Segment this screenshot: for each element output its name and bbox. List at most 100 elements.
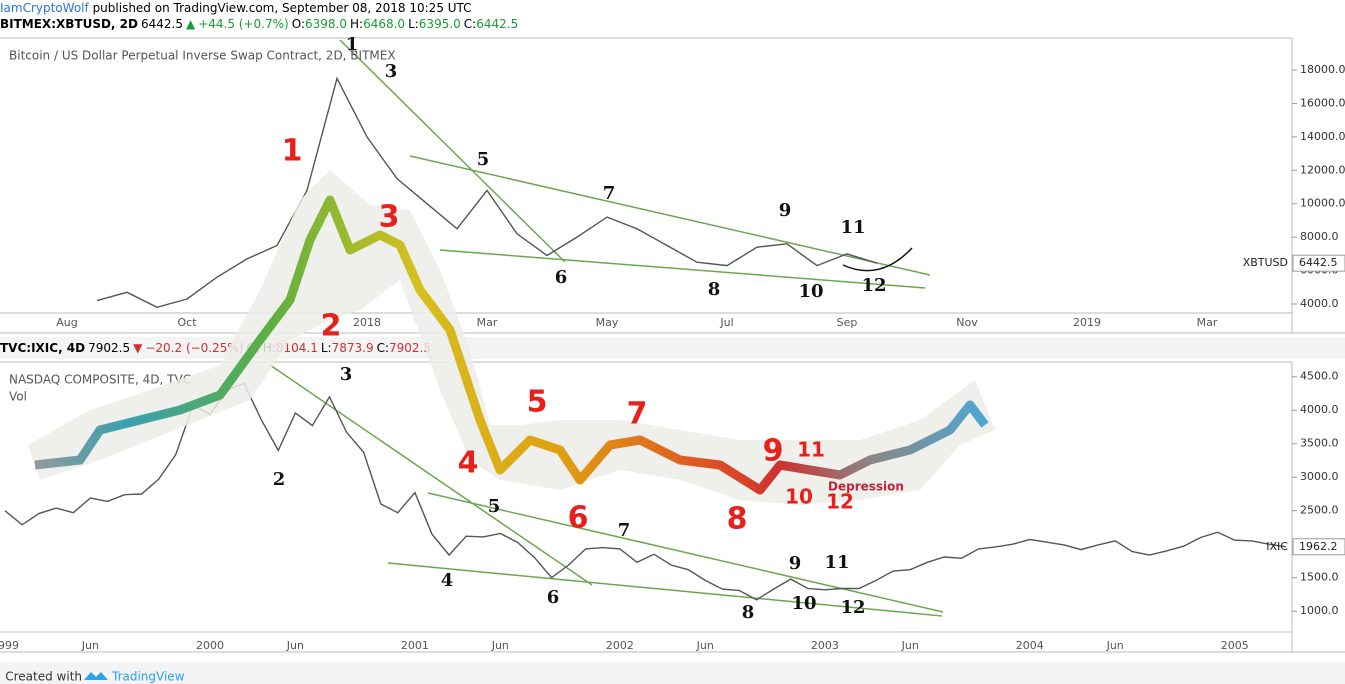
wave-label: 3: [385, 61, 398, 82]
symbol: BITMEX:XBTUSD, 2D: [0, 17, 138, 31]
y-tick-label: 3500.0: [1300, 437, 1339, 450]
wave-label: 8: [708, 279, 721, 300]
x-tick-label: Mar: [1197, 316, 1218, 329]
x-tick-label: Sep: [837, 316, 858, 329]
x-tick-label: Nov: [956, 316, 978, 329]
x-tick-label: Jun: [81, 639, 99, 652]
y-tick-label: 4500.0: [1300, 370, 1339, 383]
wave-label: 4: [441, 570, 454, 591]
wave-label: 5: [477, 149, 490, 170]
trend-line: [409, 155, 931, 276]
ohlc-value: 6395.0: [418, 17, 461, 31]
y-tick-label: 4000.0: [1300, 403, 1339, 416]
ohlc-value: 6468.0: [363, 17, 406, 31]
y-tick-label: 2500.0: [1300, 504, 1339, 517]
wave-label: 12: [861, 275, 886, 296]
x-tick-label: 2018: [353, 316, 381, 329]
trend-line: [339, 39, 566, 263]
y-tick-label: 14000.0: [1300, 130, 1345, 143]
change-arrow: ▲: [185, 17, 196, 31]
wave-label: 9: [779, 200, 792, 221]
ohlc-value: 6442.5: [476, 17, 519, 31]
x-tick-label: Jun: [1106, 639, 1124, 652]
symbol: TVC:IXIC, 4D: [0, 341, 86, 355]
wave-label: 12: [840, 597, 865, 618]
y-tick-label: 16000.0: [1300, 96, 1345, 109]
x-tick-label: Aug: [56, 316, 77, 329]
ohlc-label: C:: [463, 17, 477, 31]
price-tag-value: 6442.5: [1299, 256, 1338, 269]
author[interactable]: IamCryptoWolf: [0, 1, 89, 15]
ohlc-label: L:: [320, 341, 332, 355]
x-tick-label: Jul: [719, 316, 733, 329]
wave-label: 7: [603, 183, 616, 204]
wave-label: 6: [555, 267, 568, 288]
trend-line: [427, 492, 944, 613]
ohlc-label: C:: [376, 341, 390, 355]
x-tick-label: May: [596, 316, 619, 329]
published: published on TradingView.com, September …: [92, 1, 472, 15]
trend-line: [269, 364, 593, 586]
last-price: 6442.5: [140, 17, 183, 31]
x-tick-label: Jun: [491, 639, 509, 652]
wave-label: 2: [273, 469, 286, 490]
wave-label: 9: [789, 553, 802, 574]
symbol-line: BITMEX:XBTUSD, 2D 6442.5 ▲ +44.5 (+0.7%) O:6…: [0, 17, 521, 31]
ohlc-value: 6398.0: [304, 17, 347, 31]
x-tick-label: 2002: [606, 639, 634, 652]
x-tick-label: 2003: [811, 639, 839, 652]
wave-label: 11: [824, 552, 849, 573]
x-tick-label: 2000: [196, 639, 224, 652]
arc: [842, 247, 913, 272]
ohlc-value: 8104.1: [275, 341, 318, 355]
footer-text: Created with: [5, 670, 82, 684]
x-tick-label: 2019: [1073, 316, 1101, 329]
symbol-line: TVC:IXIC, 4D 7902.5 ▼ −20.2 (−0.25%) O: H:810…: [0, 341, 434, 355]
price-line: [4, 382, 1287, 601]
x-tick-label: Jun: [901, 639, 919, 652]
footer-bar: [0, 662, 1345, 684]
price-tag-box: [1292, 254, 1345, 272]
y-tick-label: 12000.0: [1300, 163, 1345, 176]
ohlc-label: O:: [246, 341, 260, 355]
price-tag-symbol: XBTUSD: [1243, 256, 1288, 269]
change: +44.5 (+0.7%): [198, 17, 289, 31]
tv-logo: [84, 672, 108, 680]
y-tick-label: 4000.0: [1300, 297, 1339, 310]
change-arrow: ▼: [133, 341, 143, 355]
price-line: [96, 76, 878, 309]
wave-label: 5: [488, 496, 501, 517]
footer-brand[interactable]: TradingView: [111, 670, 185, 684]
chart-title: Bitcoin / US Dollar Perpetual Inverse Sw…: [9, 49, 396, 63]
x-tick-label: Jun: [286, 639, 304, 652]
wave-label: 1: [346, 34, 359, 55]
ohlc-label: O:: [291, 17, 305, 31]
chart-subtitle: Vol: [9, 390, 27, 404]
price-tag-symbol: IXIC: [1266, 540, 1288, 553]
y-tick-label: 3000.0: [1300, 470, 1339, 483]
ohlc-label: H:: [349, 17, 364, 31]
wave-label: 10: [798, 281, 823, 302]
x-tick-label: 2005: [1221, 639, 1249, 652]
wave-label: 7: [618, 520, 631, 541]
ohlc-label: L:: [408, 17, 419, 31]
price-tag-value: 1962.2: [1299, 540, 1338, 553]
wave-label: 8: [742, 602, 755, 623]
x-tick-label: 2004: [1016, 639, 1044, 652]
change: −20.2 (−0.25%): [145, 341, 244, 355]
y-tick-label: 18000.0: [1300, 63, 1345, 76]
y-tick-label: 1000.0: [1300, 604, 1339, 617]
ohlc-value: 7902.5: [389, 341, 432, 355]
ohlc-value: 7873.9: [331, 341, 374, 355]
y-tick-label: 1500.0: [1300, 571, 1339, 584]
price-tag-box: [1292, 538, 1345, 556]
y-tick-label: 8000.0: [1300, 230, 1339, 243]
x-tick-label: Jun: [696, 639, 714, 652]
trend-line: [387, 562, 943, 617]
wave-label: 11: [840, 217, 865, 238]
wave-label: 3: [340, 364, 353, 385]
publish-line: IamCryptoWolf published on TradingView.c…: [0, 1, 475, 15]
x-tick-label: 2001: [401, 639, 429, 652]
x-tick-label: Oct: [177, 316, 197, 329]
